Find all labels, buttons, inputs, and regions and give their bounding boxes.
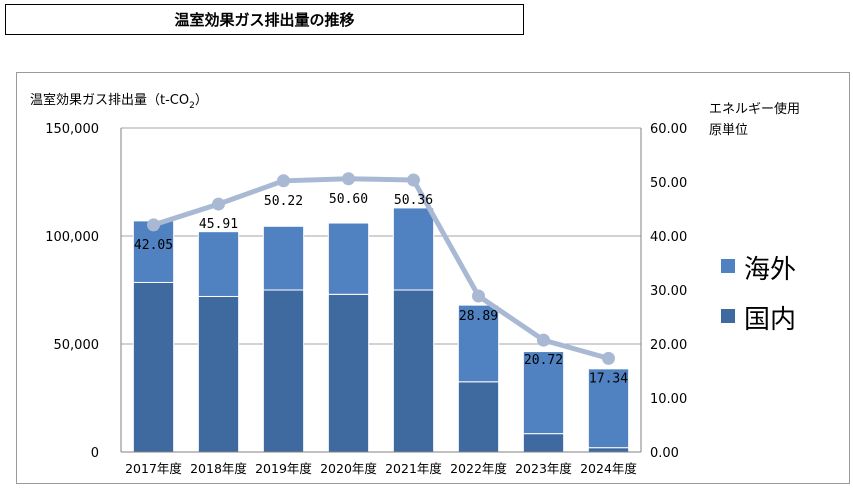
bar-overseas: [197, 231, 240, 297]
left-tick-label: 150,000: [45, 122, 99, 137]
legend-swatch: [721, 259, 735, 273]
left-tick-label: 100,000: [45, 230, 99, 245]
bar-overseas: [262, 225, 305, 291]
intensity-point: [212, 197, 225, 211]
intensity-data-label: 50.36: [394, 193, 433, 208]
category-label: 2022年度: [450, 461, 507, 476]
right-tick-label: 10.00: [650, 392, 687, 407]
bar-overseas: [457, 304, 500, 383]
axes: 0 50,000 100,000 150,000 0.00 10.00 20.00 30.00…: [45, 122, 687, 476]
right-tick-label: 60.00: [650, 122, 687, 137]
right-tick-label: 0.00: [650, 446, 679, 461]
intensity-data-label: 45.91: [199, 217, 238, 232]
left-axis-title: 温室効果ガス排出量（t-CO2）: [30, 92, 208, 111]
intensity-data-label: 42.05: [134, 238, 173, 253]
bar-domestic: [457, 381, 500, 453]
bar-domestic: [522, 433, 565, 453]
bar-domestic: [587, 447, 630, 453]
bar-overseas: [392, 207, 435, 291]
data-labels: 42.05 45.91 50.22 50.60 50.36 28.89 20.72 17.34: [134, 192, 628, 387]
intensity-data-label: 17.34: [589, 371, 628, 386]
bar-domestic: [262, 289, 305, 453]
bar-overseas: [587, 368, 630, 449]
legend-swatch: [721, 309, 735, 323]
intensity-data-label: 28.89: [459, 309, 498, 324]
intensity-line: [147, 172, 615, 365]
category-label: 2020年度: [320, 461, 377, 476]
intensity-data-label: 50.60: [329, 192, 368, 207]
intensity-point: [472, 289, 485, 303]
legend-label: 国内: [744, 305, 796, 335]
category-label: 2017年度: [125, 461, 182, 476]
bar-domestic: [327, 293, 370, 453]
bar-overseas: [522, 351, 565, 435]
intensity-point: [407, 173, 420, 187]
category-label: 2021年度: [385, 461, 442, 476]
left-tick-label: 50,000: [54, 338, 100, 353]
bar-overseas: [327, 222, 370, 295]
category-label: 2023年度: [515, 461, 572, 476]
bars: [132, 207, 630, 453]
bar-domestic: [132, 281, 175, 453]
page-title: 温室効果ガス排出量の推移: [5, 4, 524, 35]
bar-domestic: [392, 289, 435, 453]
right-axis-title-line1: エネルギー使用: [709, 101, 800, 117]
bar-domestic: [197, 295, 240, 453]
intensity-point: [147, 218, 160, 232]
right-tick-label: 30.00: [650, 284, 687, 299]
intensity-data-label: 50.22: [264, 194, 303, 209]
intensity-data-label: 20.72: [524, 353, 563, 368]
category-label: 2019年度: [255, 461, 312, 476]
right-tick-label: 40.00: [650, 230, 687, 245]
intensity-point: [602, 351, 615, 365]
intensity-point: [537, 333, 550, 347]
intensity-line-path: [152, 176, 610, 361]
right-axis-title-line2: 原単位: [709, 122, 748, 138]
legend-label: 海外: [744, 255, 796, 285]
category-label: 2018年度: [190, 461, 247, 476]
right-tick-label: 50.00: [650, 176, 687, 191]
left-tick-label: 0: [91, 446, 99, 461]
right-tick-label: 20.00: [650, 338, 687, 353]
category-label: 2024年度: [580, 461, 637, 476]
intensity-point: [342, 172, 355, 186]
intensity-point: [277, 174, 290, 188]
